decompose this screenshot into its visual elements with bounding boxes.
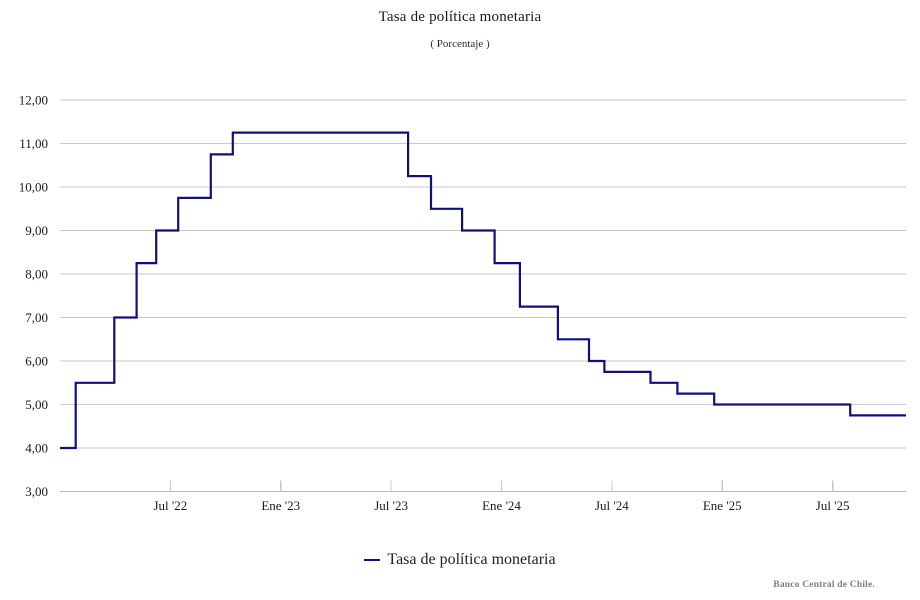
legend-item-tpm[interactable]: Tasa de política monetaria <box>364 551 556 569</box>
x-axis-label: Ene '24 <box>482 498 521 513</box>
chart-legend: Tasa de política monetaria <box>0 551 920 569</box>
y-axis-label: 7,00 <box>25 310 48 325</box>
legend-label: Tasa de política monetaria <box>387 551 556 568</box>
y-axis-label: 12,00 <box>19 93 48 108</box>
chart-subtitle: ( Porcentaje ) <box>430 38 490 50</box>
x-axis-label: Ene '23 <box>261 498 300 513</box>
rate-line-series <box>60 131 906 450</box>
x-axis-label: Jul '22 <box>153 498 187 513</box>
x-axis-label: Jul '23 <box>374 498 408 513</box>
legend-line-swatch <box>364 558 381 562</box>
y-axis-label: 11,00 <box>19 136 48 151</box>
source-credit: Banco Central de Chile. <box>773 580 875 590</box>
x-axis-label: Jul '24 <box>595 498 629 513</box>
y-axis-label: 6,00 <box>25 354 48 369</box>
y-axis-label: 4,00 <box>25 441 48 456</box>
y-axis-label: 8,00 <box>25 267 48 282</box>
chart-title: Tasa de política monetaria <box>378 9 542 25</box>
y-axis-label: 10,00 <box>19 180 48 195</box>
y-axis-label: 5,00 <box>25 397 48 412</box>
x-axis-label: Ene '25 <box>703 498 742 513</box>
y-axis-label: 3,00 <box>25 484 48 499</box>
y-axis-label: 9,00 <box>25 223 48 238</box>
x-axis-label: Jul '25 <box>816 498 850 513</box>
